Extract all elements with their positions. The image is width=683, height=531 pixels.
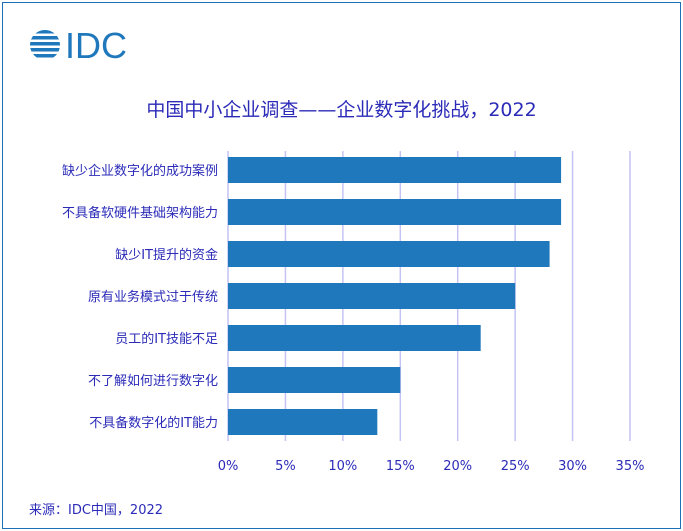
x-tick-label: 10% — [328, 459, 357, 474]
x-tick-label: 5% — [275, 459, 296, 474]
x-tick-label: 15% — [386, 459, 415, 474]
bar — [228, 199, 562, 225]
x-tick-label: 35% — [616, 459, 645, 474]
svg-text:IDC: IDC — [65, 25, 127, 65]
source-note: 来源：IDC中国，2022 — [29, 503, 164, 518]
x-tick-label: 30% — [558, 459, 587, 474]
category-label: 员工的IT技能不足 — [115, 331, 218, 347]
category-label: 缺少企业数字化的成功案例 — [62, 163, 218, 179]
chart-title: 中国中小企业调查——企业数字化挑战，2022 — [146, 99, 537, 121]
bar-chart: 0% 5% 10% 15% 20% 25% 30% 35% 缺少企业数字化的成功案例不具备软硬件… — [62, 151, 645, 474]
bar — [228, 157, 562, 183]
category-label: 不了解如何进行数字化 — [88, 373, 218, 389]
x-tick-label: 20% — [443, 459, 472, 474]
bar — [228, 241, 550, 267]
category-label: 缺少IT提升的资金 — [115, 247, 218, 263]
category-label: 原有业务模式过于传统 — [88, 289, 218, 305]
bar — [228, 367, 401, 393]
bar — [228, 283, 516, 309]
bar — [228, 409, 378, 435]
category-label: 不具备数字化的IT能力 — [89, 415, 218, 431]
category-label: 不具备软硬件基础架构能力 — [62, 205, 218, 221]
x-tick-label: 25% — [501, 459, 530, 474]
idc-logo: IDC — [30, 25, 127, 65]
x-tick-label: 0% — [218, 459, 239, 474]
bar — [228, 325, 481, 351]
